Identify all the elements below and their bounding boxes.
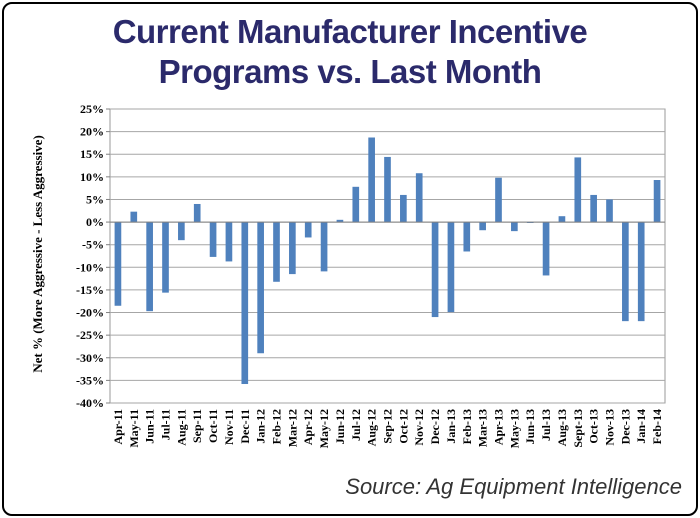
x-tick-label: Jul-11: [159, 409, 173, 440]
plot-area: [110, 109, 665, 403]
x-tick-label: Nov-13: [603, 409, 617, 446]
bar: [368, 138, 375, 223]
y-tick-label: -5%: [82, 238, 104, 252]
bar: [622, 222, 629, 321]
bar: [257, 222, 264, 353]
bar: [210, 222, 217, 257]
bar: [606, 199, 613, 222]
x-tick-label: Dec-13: [618, 409, 632, 444]
bar: [574, 157, 581, 222]
x-tick-label: Apr-13: [492, 409, 506, 445]
x-tick-label: Sept-13: [571, 409, 585, 448]
bar: [130, 212, 137, 222]
x-tick-label: Apr-11: [111, 409, 125, 445]
x-tick-label: Feb-14: [650, 409, 664, 444]
bar: [178, 222, 185, 240]
bar: [321, 222, 328, 271]
y-tick-label: -25%: [76, 328, 104, 342]
y-tick-label: 15%: [80, 147, 104, 161]
bar: [638, 222, 645, 321]
y-tick-label: 25%: [80, 102, 104, 116]
x-tick-label: Oct-12: [396, 409, 410, 444]
bar-chart: 25% 20% 15% 10% 5% 0% -5% -10% -15% -20% -25% -30% -…: [0, 0, 700, 518]
bar: [559, 216, 566, 222]
y-tick-label: -35%: [76, 373, 104, 387]
y-tick-label: -40%: [76, 396, 104, 410]
bar: [654, 180, 661, 222]
x-tick-label: May-11: [127, 409, 141, 448]
x-tick-label: Jun-12: [333, 409, 347, 444]
x-tick-label: Nov-11: [222, 409, 236, 445]
x-tick-label: May-12: [317, 409, 331, 448]
x-tick-label: Mar-12: [285, 409, 299, 447]
source-note: Source: Ag Equipment Intelligence: [345, 474, 682, 500]
y-tick-label: -15%: [76, 283, 104, 297]
bar: [432, 222, 439, 317]
y-tick-label: -30%: [76, 351, 104, 365]
bar: [241, 222, 248, 384]
x-tick-label: May-13: [507, 409, 521, 448]
x-tick-label: Jan-13: [444, 409, 458, 444]
x-tick-label: Dec-12: [428, 409, 442, 444]
x-tick-label: Jun-13: [523, 409, 537, 444]
x-tick-label: Aug-13: [555, 409, 569, 446]
x-tick-label: Jun-11: [143, 409, 157, 444]
bar: [226, 222, 233, 261]
x-tick-label: Oct-11: [206, 409, 220, 443]
x-tick-label: Oct-13: [587, 409, 601, 444]
x-tick-label: Feb-12: [270, 409, 284, 444]
bar: [273, 222, 280, 282]
y-tick-label: -10%: [76, 260, 104, 274]
x-tick-label: Mar-13: [476, 409, 490, 447]
x-tick-label: Jan-14: [634, 409, 648, 444]
bar: [479, 222, 486, 230]
bar: [511, 222, 518, 231]
bar: [384, 157, 391, 222]
bar: [400, 195, 407, 222]
bar: [543, 222, 550, 275]
x-tick-label: Sep-12: [381, 409, 395, 444]
x-tick-label: Nov-12: [412, 409, 426, 446]
x-tick-label: Feb-13: [460, 409, 474, 444]
bar: [495, 178, 502, 222]
y-tick-label: -20%: [76, 306, 104, 320]
x-tick-label: Jul-12: [349, 409, 363, 441]
bar: [448, 222, 455, 312]
bar: [115, 222, 122, 306]
bar: [305, 222, 312, 237]
x-tick-label: Apr-12: [301, 409, 315, 445]
y-tick-label: 0%: [86, 215, 104, 229]
x-tick-label: Jan-12: [254, 409, 268, 444]
y-tick-label: 10%: [80, 170, 104, 184]
x-tick-label: Aug-11: [174, 409, 188, 446]
x-tick-label: Sep-11: [190, 409, 204, 443]
bar: [590, 195, 597, 222]
bar: [289, 222, 296, 274]
bar: [146, 222, 153, 311]
y-tick-label: 5%: [86, 192, 104, 206]
bar: [194, 204, 201, 222]
y-tick-label: 20%: [80, 125, 104, 139]
bar: [416, 173, 423, 222]
x-tick-label: Jul-13: [539, 409, 553, 441]
x-tick-label: Aug-12: [365, 409, 379, 446]
bar: [352, 187, 359, 222]
x-tick-label: Dec-11: [238, 409, 252, 444]
bar: [463, 222, 470, 251]
bar: [162, 222, 169, 293]
